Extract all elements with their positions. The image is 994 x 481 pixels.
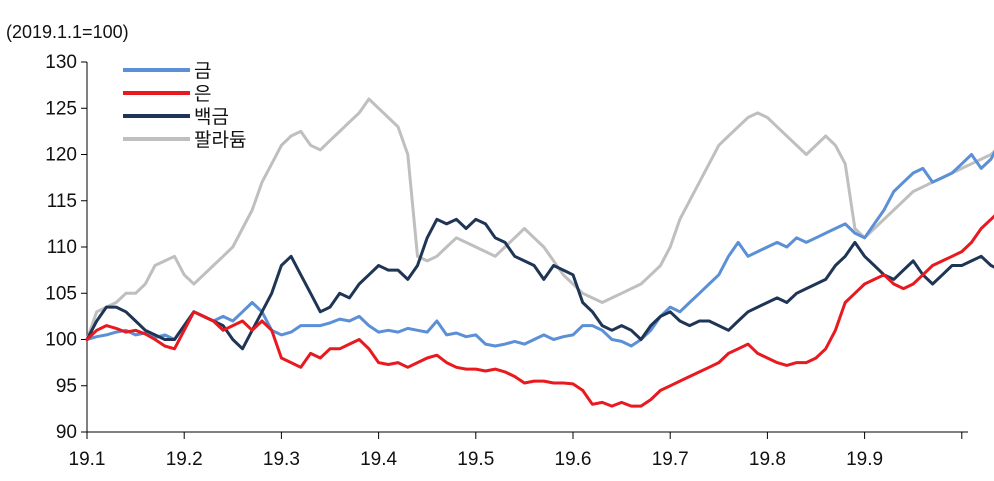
y-tick-label: 90	[56, 422, 77, 443]
series-line-4	[85, 97, 994, 341]
x-tick-label: 19.4	[360, 449, 397, 470]
x-tick-label: 19.7	[652, 449, 689, 470]
y-tick-label: 125	[45, 98, 77, 119]
unit-label: (2019.1.1=100)	[6, 22, 129, 42]
x-tick-label: 19.2	[166, 449, 203, 470]
y-tick-label: 115	[47, 191, 77, 212]
y-tick-label: 130	[45, 52, 77, 73]
legend-label: 은	[194, 83, 211, 105]
y-tick-label: 100	[45, 330, 77, 351]
series-line-1	[85, 150, 994, 348]
series-lines	[85, 97, 994, 408]
legend-label: 백금	[194, 106, 229, 128]
x-tick-label: 19.5	[457, 449, 494, 470]
y-tick-label: 95	[56, 376, 77, 397]
axes: 90 95 100 105 110 115 120 125 130 19.1 19.2 19.3 19.…	[45, 52, 968, 470]
x-tick-label: 19.6	[555, 449, 592, 470]
legend-label: 금	[194, 60, 211, 82]
legend-label: 팔라듐	[194, 129, 246, 151]
x-tick-label: 19.8	[749, 449, 786, 470]
x-tick-label: 19.9	[846, 449, 883, 470]
y-tick-label: 120	[45, 145, 77, 166]
x-tick-label: 19.1	[69, 449, 106, 470]
y-tick-label: 105	[45, 283, 77, 304]
x-tick-label: 19.3	[263, 449, 300, 470]
series-line-2	[85, 214, 994, 408]
y-tick-label: 110	[47, 237, 77, 258]
